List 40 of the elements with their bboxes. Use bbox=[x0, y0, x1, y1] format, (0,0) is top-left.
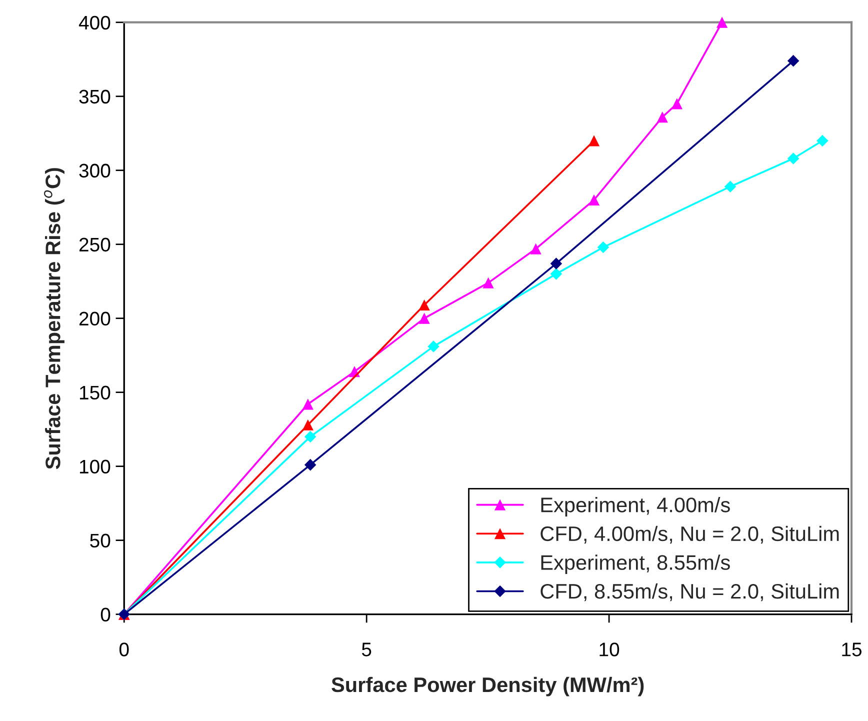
x-tick-label: 5 bbox=[362, 642, 372, 656]
point bbox=[656, 112, 668, 123]
y-tick-label: 200 bbox=[79, 312, 110, 326]
point bbox=[428, 340, 440, 352]
legend-label: Experiment, 4.00m/s bbox=[541, 497, 730, 516]
point bbox=[671, 98, 682, 110]
legend-label: CFD, 4.00m/s, Nu = 2.0, SituLim bbox=[540, 526, 839, 544]
point bbox=[418, 312, 430, 324]
point bbox=[302, 419, 314, 430]
point bbox=[597, 241, 610, 254]
point bbox=[530, 243, 542, 254]
point bbox=[588, 135, 600, 146]
point bbox=[550, 258, 562, 270]
point bbox=[716, 16, 728, 28]
y-tick-label: 250 bbox=[79, 238, 110, 252]
x-tick-label: 10 bbox=[600, 642, 620, 656]
point bbox=[304, 458, 316, 471]
y-axis-title: Surface Temperature Rise ($^{o}$C) bbox=[44, 168, 64, 470]
y-tick-label: 50 bbox=[90, 534, 110, 548]
y-tick-label: 300 bbox=[79, 164, 110, 178]
point bbox=[482, 277, 494, 288]
point bbox=[787, 152, 800, 164]
point bbox=[550, 268, 562, 280]
x-tick-label: 15 bbox=[842, 642, 862, 656]
y-tick-label: 100 bbox=[80, 460, 110, 474]
point bbox=[724, 180, 736, 193]
legend-label: CFD, 8.55m/s, Nu = 2.0, SituLim bbox=[540, 583, 839, 602]
point bbox=[302, 398, 314, 410]
x-axis-title: Surface Power Density (MW/m²) bbox=[332, 676, 644, 696]
y-tick-label: 350 bbox=[79, 90, 110, 104]
point bbox=[816, 134, 828, 147]
point bbox=[588, 194, 600, 206]
x-tick-label: 0 bbox=[119, 642, 129, 656]
y-tick-label: 400 bbox=[78, 16, 110, 30]
y-tick-label: 0 bbox=[100, 608, 110, 622]
point bbox=[304, 430, 316, 443]
legend-label: Experiment, 8.55m/s bbox=[541, 554, 730, 574]
point bbox=[418, 299, 430, 311]
point bbox=[787, 54, 800, 67]
y-tick-label: 150 bbox=[80, 386, 110, 400]
